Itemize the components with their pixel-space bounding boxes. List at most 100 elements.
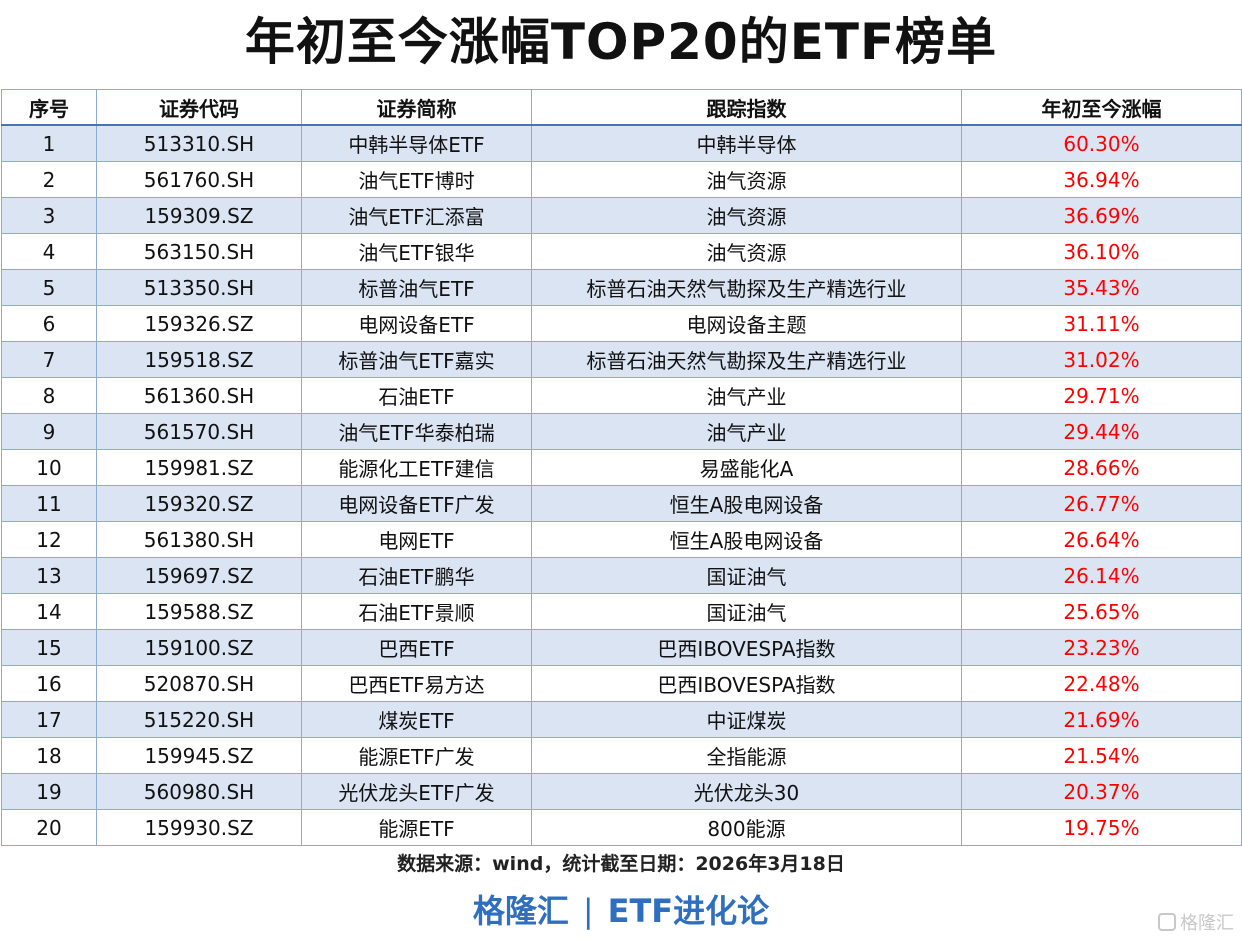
cell-tracking-index: 油气资源 <box>531 161 962 198</box>
cell-tracking-index: 电网设备主题 <box>531 305 962 342</box>
watermark: 格隆汇 <box>1158 909 1234 935</box>
table-row: 17 515220.SH 煤炭ETF 中证煤炭 21.69% <box>1 701 1242 738</box>
cell-short-name: 中韩半导体ETF <box>301 124 532 162</box>
cell-rank: 11 <box>1 485 97 522</box>
header-ytd-gain: 年初至今涨幅 <box>961 89 1242 126</box>
cell-rank: 10 <box>1 449 97 486</box>
cell-rank: 17 <box>1 701 97 738</box>
table-row: 4 563150.SH 油气ETF银华 油气资源 36.10% <box>1 233 1242 270</box>
page-title: 年初至今涨幅TOP20的ETF榜单 <box>244 13 998 71</box>
table-row: 1 513310.SH 中韩半导体ETF 中韩半导体 60.30% <box>1 124 1242 162</box>
cell-code: 520870.SH <box>96 665 302 702</box>
cell-short-name: 巴西ETF <box>301 629 532 666</box>
header-tracking-index: 跟踪指数 <box>531 89 962 126</box>
cell-rank: 19 <box>1 773 97 810</box>
cell-short-name: 标普油气ETF <box>301 269 532 306</box>
cell-rank: 14 <box>1 593 97 630</box>
cell-short-name: 油气ETF博时 <box>301 161 532 198</box>
cell-tracking-index: 易盛能化A <box>531 449 962 486</box>
cell-tracking-index: 国证油气 <box>531 593 962 630</box>
cell-tracking-index: 油气资源 <box>531 233 962 270</box>
cell-code: 561380.SH <box>96 521 302 558</box>
cell-ytd-gain: 21.69% <box>961 701 1242 738</box>
cell-tracking-index: 油气产业 <box>531 377 962 414</box>
cell-rank: 8 <box>1 377 97 414</box>
cell-ytd-gain: 60.30% <box>961 124 1242 162</box>
table-row: 10 159981.SZ 能源化工ETF建信 易盛能化A 28.66% <box>1 449 1242 486</box>
cell-rank: 9 <box>1 413 97 450</box>
cell-code: 560980.SH <box>96 773 302 810</box>
footer-brand-name: 格隆汇 <box>472 892 569 930</box>
table-row: 3 159309.SZ 油气ETF汇添富 油气资源 36.69% <box>1 197 1242 234</box>
table-row: 2 561760.SH 油气ETF博时 油气资源 36.94% <box>1 161 1242 198</box>
cell-tracking-index: 油气资源 <box>531 197 962 234</box>
cell-ytd-gain: 26.14% <box>961 557 1242 594</box>
cell-code: 159930.SZ <box>96 809 302 846</box>
header-short-name: 证券简称 <box>301 89 532 126</box>
cell-short-name: 煤炭ETF <box>301 701 532 738</box>
cell-code: 513310.SH <box>96 124 302 162</box>
watermark-text: 格隆汇 <box>1180 913 1234 934</box>
cell-ytd-gain: 19.75% <box>961 809 1242 846</box>
cell-short-name: 巴西ETF易方达 <box>301 665 532 702</box>
table-row: 15 159100.SZ 巴西ETF 巴西IBOVESPA指数 23.23% <box>1 629 1242 666</box>
cell-ytd-gain: 21.54% <box>961 737 1242 774</box>
footer-brand: 格隆汇 | ETF进化论 <box>0 886 1242 932</box>
cell-code: 561760.SH <box>96 161 302 198</box>
cell-rank: 3 <box>1 197 97 234</box>
cell-rank: 4 <box>1 233 97 270</box>
cell-ytd-gain: 31.02% <box>961 341 1242 378</box>
cell-code: 513350.SH <box>96 269 302 306</box>
cell-ytd-gain: 26.77% <box>961 485 1242 522</box>
cell-tracking-index: 800能源 <box>531 809 962 846</box>
table-row: 12 561380.SH 电网ETF 恒生A股电网设备 26.64% <box>1 521 1242 558</box>
cell-code: 159945.SZ <box>96 737 302 774</box>
cell-tracking-index: 巴西IBOVESPA指数 <box>531 629 962 666</box>
cell-tracking-index: 油气产业 <box>531 413 962 450</box>
cell-short-name: 电网ETF <box>301 521 532 558</box>
cell-ytd-gain: 23.23% <box>961 629 1242 666</box>
data-source-note: 数据来源：wind，统计截至日期：2026年3月18日 <box>397 853 845 875</box>
footer-column-name: ETF进化论 <box>607 892 770 930</box>
cell-rank: 12 <box>1 521 97 558</box>
cell-ytd-gain: 28.66% <box>961 449 1242 486</box>
cell-short-name: 光伏龙头ETF广发 <box>301 773 532 810</box>
cell-rank: 2 <box>1 161 97 198</box>
cell-ytd-gain: 31.11% <box>961 305 1242 342</box>
table-row: 13 159697.SZ 石油ETF鹏华 国证油气 26.14% <box>1 557 1242 594</box>
cell-ytd-gain: 20.37% <box>961 773 1242 810</box>
cell-short-name: 油气ETF汇添富 <box>301 197 532 234</box>
header-rank: 序号 <box>1 89 97 126</box>
cell-ytd-gain: 36.10% <box>961 233 1242 270</box>
cell-short-name: 石油ETF鹏华 <box>301 557 532 594</box>
etf-ranking-table: 序号 证券代码 证券简称 跟踪指数 年初至今涨幅 1 513310.SH 中韩半导体… <box>1 89 1242 846</box>
table-row: 18 159945.SZ 能源ETF广发 全指能源 21.54% <box>1 737 1242 774</box>
cell-short-name: 标普油气ETF嘉实 <box>301 341 532 378</box>
table-row: 11 159320.SZ 电网设备ETF广发 恒生A股电网设备 26.77% <box>1 485 1242 522</box>
cell-ytd-gain: 22.48% <box>961 665 1242 702</box>
cell-tracking-index: 国证油气 <box>531 557 962 594</box>
cell-tracking-index: 光伏龙头30 <box>531 773 962 810</box>
cell-rank: 1 <box>1 124 97 162</box>
cell-short-name: 电网设备ETF <box>301 305 532 342</box>
cell-short-name: 石油ETF <box>301 377 532 414</box>
cell-code: 159697.SZ <box>96 557 302 594</box>
cell-code: 561360.SH <box>96 377 302 414</box>
cell-code: 159981.SZ <box>96 449 302 486</box>
cell-ytd-gain: 35.43% <box>961 269 1242 306</box>
cell-tracking-index: 巴西IBOVESPA指数 <box>531 665 962 702</box>
table-row: 9 561570.SH 油气ETF华泰柏瑞 油气产业 29.44% <box>1 413 1242 450</box>
cell-short-name: 能源ETF广发 <box>301 737 532 774</box>
table-row: 5 513350.SH 标普油气ETF 标普石油天然气勘探及生产精选行业 35.43% <box>1 269 1242 306</box>
table-row: 8 561360.SH 石油ETF 油气产业 29.71% <box>1 377 1242 414</box>
cell-short-name: 电网设备ETF广发 <box>301 485 532 522</box>
cell-rank: 5 <box>1 269 97 306</box>
cell-rank: 16 <box>1 665 97 702</box>
cell-ytd-gain: 36.69% <box>961 197 1242 234</box>
cell-ytd-gain: 36.94% <box>961 161 1242 198</box>
cell-code: 159100.SZ <box>96 629 302 666</box>
cell-tracking-index: 恒生A股电网设备 <box>531 521 962 558</box>
cell-code: 159326.SZ <box>96 305 302 342</box>
table-row: 16 520870.SH 巴西ETF易方达 巴西IBOVESPA指数 22.48% <box>1 665 1242 702</box>
cell-rank: 7 <box>1 341 97 378</box>
